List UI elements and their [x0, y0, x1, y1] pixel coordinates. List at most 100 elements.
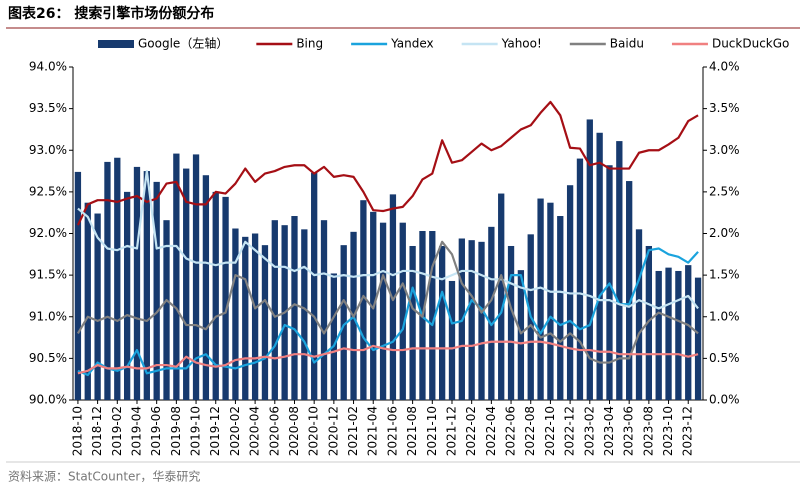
bar	[163, 220, 170, 400]
y-tick-label: 91.0%	[29, 309, 67, 323]
x-tick-label: 2023-04	[602, 406, 616, 456]
bar	[173, 153, 180, 400]
bar	[251, 233, 259, 400]
x-tick-label: 2022-02	[464, 406, 478, 456]
x-tick-label: 2021-02	[346, 406, 360, 456]
source: 资料来源：StatCounter，华泰研究	[8, 469, 200, 484]
x-tick-label: 2019-06	[149, 406, 163, 456]
bar	[645, 245, 653, 400]
y-tick-label: 90.0%	[29, 393, 67, 407]
bar	[261, 245, 269, 400]
bar	[399, 222, 406, 400]
bar	[586, 119, 593, 400]
x-tick-label: 2019-04	[129, 406, 143, 456]
bar	[143, 171, 150, 400]
y2-tick-label: 0.5%	[709, 351, 740, 365]
bar	[517, 270, 525, 400]
bar	[291, 216, 298, 400]
bar	[360, 200, 367, 400]
bar	[232, 228, 239, 400]
bar	[222, 196, 229, 400]
y2-tick-label: 1.5%	[709, 268, 740, 282]
y-tick-label: 90.5%	[29, 351, 67, 365]
bar	[242, 236, 249, 400]
y-tick-label: 93.5%	[29, 101, 67, 115]
x-tick-label: 2021-04	[366, 406, 380, 456]
bar	[616, 141, 623, 400]
bar	[478, 241, 485, 400]
x-tick-label: 2021-10	[425, 406, 439, 456]
x-tick-label: 2021-12	[444, 406, 458, 456]
bar	[596, 132, 603, 400]
x-tick-label: 2019-12	[208, 406, 222, 456]
bar	[635, 229, 643, 400]
y2-tick-label: 2.0%	[709, 226, 740, 240]
bar	[655, 270, 662, 400]
x-tick-label: 2020-10	[307, 406, 321, 456]
legend-label: Yandex	[390, 37, 434, 51]
bar	[685, 265, 692, 400]
bar	[123, 191, 131, 400]
bar	[429, 231, 436, 400]
bar	[537, 198, 544, 400]
bar	[74, 171, 82, 400]
x-tick-label: 2023-12	[681, 406, 695, 456]
y-tick-label: 92.5%	[29, 184, 67, 198]
bar	[301, 229, 308, 400]
y2-tick-label: 0.0%	[709, 393, 740, 407]
line	[76, 240, 699, 364]
x-tick-label: 2018-10	[70, 406, 84, 456]
line	[76, 100, 699, 226]
x-tick-label: 2021-08	[405, 406, 419, 456]
x-tick-label: 2020-08	[287, 406, 301, 456]
bar	[311, 172, 318, 400]
x-tick-label: 2022-12	[563, 406, 577, 456]
x-tick-label: 2019-02	[110, 406, 124, 456]
bar	[183, 168, 190, 400]
line	[77, 169, 699, 310]
y2-tick-label: 3.5%	[709, 101, 740, 115]
x-tick-label: 2022-08	[523, 406, 537, 456]
x-tick-label: 2020-04	[248, 406, 262, 456]
y-tick-label: 93.0%	[29, 143, 67, 157]
bar	[488, 226, 495, 400]
x-tick-label: 2019-10	[189, 406, 203, 456]
bar	[104, 161, 111, 400]
x-tick-label: 2020-02	[228, 406, 242, 456]
line	[77, 247, 699, 377]
y2-tick-label: 1.0%	[709, 309, 740, 323]
x-tick-label: 2020-12	[326, 406, 340, 456]
bar	[320, 220, 328, 400]
bar	[675, 270, 682, 400]
legend-label: Google（左轴）	[138, 36, 228, 51]
bar	[498, 193, 505, 400]
x-tick-label: 2023-08	[641, 406, 655, 456]
bar	[409, 245, 416, 400]
bar	[576, 158, 584, 400]
x-tick-label: 2023-10	[661, 406, 675, 456]
bar	[114, 157, 121, 400]
legend-swatch	[98, 40, 134, 48]
bar	[448, 280, 456, 400]
legend-label: Yahoo!	[501, 37, 542, 51]
bar	[557, 216, 564, 400]
line	[77, 340, 699, 375]
bar	[507, 245, 515, 400]
x-tick-label: 2019-08	[169, 406, 183, 456]
bar	[694, 277, 702, 400]
legend-label: Baidu	[610, 37, 644, 51]
x-tick-label: 2023-02	[582, 406, 596, 456]
bar	[153, 181, 160, 400]
x-tick-label: 2021-06	[385, 406, 399, 456]
x-tick-label: 2022-10	[543, 406, 557, 456]
x-tick-label: 2018-12	[90, 406, 104, 456]
legend-label: Bing	[296, 37, 323, 51]
chart-title: 图表26： 搜索引擎市场份额分布	[8, 5, 214, 22]
bar	[438, 245, 446, 400]
x-tick-label: 2022-06	[504, 406, 518, 456]
x-tick-label: 2022-04	[484, 406, 498, 456]
y-tick-label: 91.5%	[29, 268, 67, 282]
bar	[84, 202, 91, 400]
legend-label: DuckDuckGo	[712, 37, 789, 51]
